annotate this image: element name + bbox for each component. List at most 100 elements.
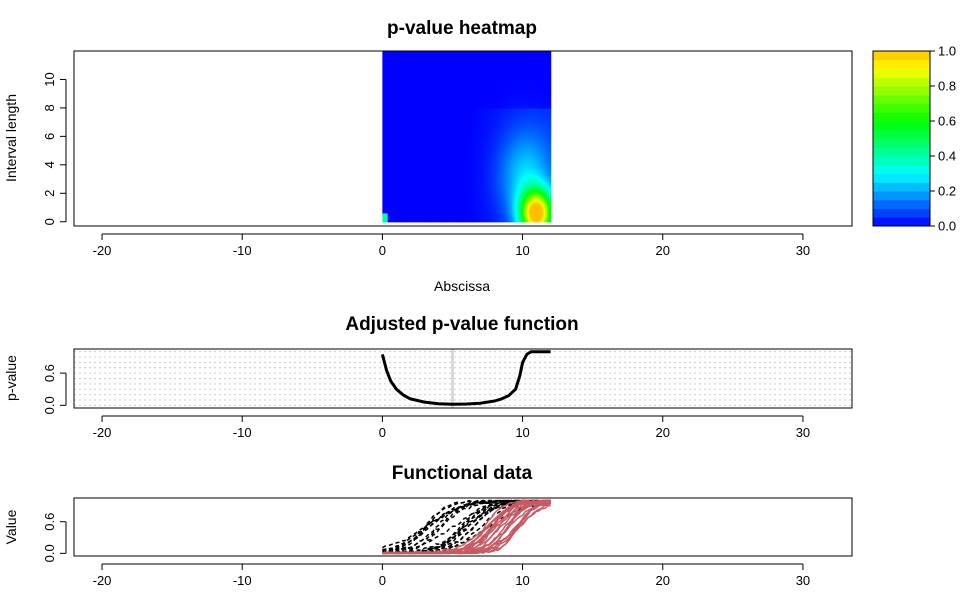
heatmap-cell (408, 196, 412, 200)
heatmap-cell (398, 191, 401, 194)
heatmap-cell (413, 102, 417, 105)
heatmap-cell (434, 166, 438, 169)
heatmap-cell (443, 65, 447, 68)
heatmap-cell (394, 219, 398, 223)
heatmap-cell (384, 132, 387, 136)
heatmap-cell (471, 152, 475, 155)
heatmap-cell (441, 90, 445, 93)
heatmap-cell (406, 129, 410, 132)
heatmap-cell (468, 182, 471, 185)
heatmap-cell (387, 111, 391, 114)
heatmap-cell (394, 95, 398, 98)
heatmap-cell (471, 125, 475, 129)
heatmap-cell (417, 129, 420, 132)
heatmap-cell (398, 145, 401, 148)
heatmap-cell (461, 164, 464, 168)
heatmap-cell (384, 184, 387, 187)
heatmap-cell (391, 84, 394, 88)
heatmap-cell (413, 179, 417, 182)
heatmap-cell (382, 189, 385, 193)
heatmap-cell (457, 68, 461, 72)
heatmap-cell (445, 173, 448, 177)
heatmap-cell (396, 138, 399, 141)
heatmap-cell (406, 81, 410, 84)
heatmap-cell (443, 115, 447, 118)
heatmap-cell (457, 111, 461, 114)
heatmap-cell (443, 147, 447, 150)
heatmap-cell (401, 163, 405, 166)
heatmap-cell (426, 72, 429, 75)
heatmap-cell (392, 127, 396, 130)
heatmap-cell (459, 193, 462, 196)
heatmap-cell (403, 56, 406, 59)
heatmap-cell (429, 157, 433, 161)
heatmap-cell (391, 51, 394, 54)
heatmap-cell (463, 187, 466, 191)
heatmap-cell (422, 106, 426, 109)
heatmap-cell (454, 216, 457, 219)
heatmap-cell (406, 95, 410, 98)
heatmap-cell (440, 127, 443, 130)
heatmap-cell (447, 104, 450, 107)
heatmap-cell (391, 122, 394, 125)
heatmap-cell (385, 171, 389, 175)
heatmap-cell (387, 155, 391, 159)
heatmap-cell (452, 184, 455, 187)
heatmap-cell (398, 171, 401, 175)
heatmap-cell (461, 84, 464, 88)
heatmap-cell (405, 122, 408, 125)
heatmap-cell (399, 113, 403, 116)
heatmap-cell (436, 109, 440, 113)
heatmap-cell (427, 81, 431, 84)
heatmap-cell (452, 61, 455, 65)
heatmap-cell (427, 209, 431, 212)
heatmap-cell (445, 93, 448, 97)
heatmap-cell (398, 61, 401, 65)
heatmap-cell (417, 81, 420, 84)
heatmap-cell (384, 161, 387, 164)
heatmap-cell (394, 203, 398, 207)
heatmap-cell (459, 120, 462, 123)
heatmap-cell (461, 191, 464, 194)
heatmap-cell (448, 54, 452, 57)
heatmap-cell (466, 195, 469, 198)
heatmap-cell (389, 173, 392, 177)
heatmap-cell (392, 51, 396, 54)
heatmap-cell (408, 74, 412, 77)
heatmap-cell (466, 134, 469, 137)
heatmap-cell (455, 54, 459, 57)
heatmap-cell (443, 148, 447, 152)
heatmap-cell (420, 179, 424, 182)
heatmap-cell (394, 72, 398, 75)
heatmap-cell (408, 88, 412, 91)
heatmap-cell (408, 164, 412, 168)
heatmap-cell (445, 72, 448, 75)
heatmap-cell (405, 205, 408, 209)
heatmap-cell (399, 150, 403, 153)
heatmap-cell (387, 63, 391, 66)
heatmap-cell (471, 163, 475, 166)
heatmap-cell (438, 163, 441, 166)
heatmap-cell (398, 200, 401, 203)
heatmap-cell (391, 198, 394, 201)
heatmap-cell (420, 77, 424, 81)
heatmap-cell (464, 51, 468, 54)
heatmap-cell (445, 125, 448, 129)
heatmap-cell (441, 157, 445, 161)
heatmap-cell (426, 81, 429, 84)
heatmap-cell (434, 97, 438, 100)
heatmap-cell (398, 100, 401, 104)
heatmap-cell (391, 196, 394, 200)
heatmap-cell (398, 159, 401, 162)
heatmap-cell (436, 150, 440, 153)
heatmap-cell (433, 166, 436, 169)
heatmap-cell (398, 83, 401, 86)
heatmap-cell (406, 88, 410, 91)
heatmap-cell (384, 91, 387, 95)
heatmap-cell (470, 88, 473, 91)
heatmap-cell (403, 202, 406, 205)
heatmap-cell (466, 83, 469, 86)
heatmap-cell (429, 104, 433, 107)
heatmap-cell (447, 75, 450, 79)
